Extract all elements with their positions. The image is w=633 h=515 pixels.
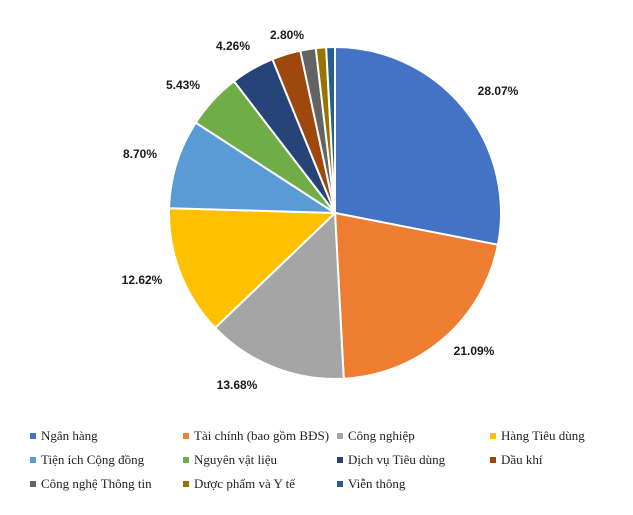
legend-swatch: [490, 457, 496, 463]
pie-value-label: 12.62%: [122, 273, 163, 287]
legend-label: Hàng Tiêu dùng: [501, 428, 585, 443]
legend-item-cong-nghiep: Công nghiệp: [337, 428, 490, 444]
pie-slice: [334, 45, 502, 246]
pie-value-label: 2.80%: [270, 28, 304, 42]
legend-swatch: [337, 481, 343, 487]
legend-item-dau-khi: Dầu khí: [490, 452, 543, 468]
pie-value-label: 21.09%: [454, 344, 495, 358]
pie-chart-svg: 28.07% 21.09% 13.68% 12.62% 8.70% 5.43% 4.26% 2…: [122, 28, 519, 392]
pie-value-label: 28.07%: [478, 84, 519, 98]
legend-item-dich-vu-tieu-dung: Dịch vụ Tiêu dùng: [337, 452, 490, 468]
legend-swatch: [30, 433, 36, 439]
legend-label: Công nghệ Thông tin: [41, 476, 152, 491]
legend-item-vien-thong: Viễn thông: [337, 476, 405, 492]
legend-item-duoc-pham-y-te: Dược phẩm và Y tế: [183, 476, 337, 492]
legend-swatch: [490, 433, 496, 439]
legend-item-hang-tieu-dung: Hàng Tiêu dùng: [490, 428, 585, 444]
pie-slice: [333, 211, 500, 380]
pie-value-label: 4.26%: [216, 39, 250, 53]
pie-slices: [168, 45, 502, 380]
legend-swatch: [183, 433, 189, 439]
legend-row: Tiện ích Cộng đồng Nguyên vật liệu Dịch …: [30, 448, 630, 472]
legend-swatch: [30, 481, 36, 487]
legend-item-ngan-hang: Ngân hàng: [30, 428, 183, 444]
pie-slice: [168, 121, 339, 215]
legend-label: Dược phẩm và Y tế: [194, 476, 296, 491]
pie-slice: [325, 45, 336, 214]
legend-item-tien-ich-cong-dong: Tiện ích Cộng đồng: [30, 452, 183, 468]
legend-label: Viễn thông: [348, 476, 406, 491]
legend-row: Công nghệ Thông tin Dược phẩm và Y tế Vi…: [30, 472, 630, 496]
legend-item-tai-chinh: Tài chính (bao gồm BĐS): [183, 428, 337, 444]
legend-label: Tiện ích Cộng đồng: [41, 452, 145, 467]
legend: Ngân hàng Tài chính (bao gồm BĐS) Công n…: [30, 424, 630, 496]
pie-value-label: 13.68%: [217, 378, 258, 392]
legend-swatch: [337, 433, 343, 439]
pie-value-labels: 28.07% 21.09% 13.68% 12.62% 8.70% 5.43% 4.26% 2…: [122, 28, 519, 392]
pie-slice: [168, 207, 338, 330]
legend-label: Dầu khí: [501, 452, 543, 467]
legend-label: Ngân hàng: [41, 428, 98, 443]
pie-slice: [213, 210, 345, 380]
legend-label: Nguyên vật liệu: [194, 452, 278, 467]
legend-label: Dịch vụ Tiêu dùng: [348, 452, 446, 467]
pie-value-label: 8.70%: [123, 147, 157, 161]
legend-swatch: [337, 457, 343, 463]
legend-swatch: [183, 457, 189, 463]
legend-item-cong-nghe-thong-tin: Công nghệ Thông tin: [30, 476, 183, 492]
legend-swatch: [183, 481, 189, 487]
legend-row: Ngân hàng Tài chính (bao gồm BĐS) Công n…: [30, 424, 630, 448]
legend-swatch: [30, 457, 36, 463]
legend-label: Công nghiệp: [348, 428, 415, 443]
legend-label: Tài chính (bao gồm BĐS): [194, 428, 330, 443]
pie-value-label: 5.43%: [166, 78, 200, 92]
legend-item-nguyen-vat-lieu: Nguyên vật liệu: [183, 452, 337, 468]
